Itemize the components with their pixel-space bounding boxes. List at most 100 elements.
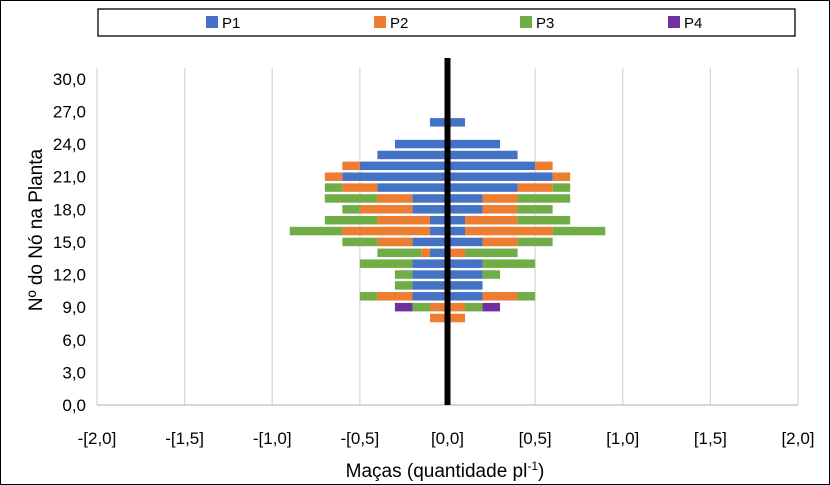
y-tick-label: 30,0 (53, 70, 86, 89)
bar-p4-right (482, 302, 501, 312)
bar-p3-left (342, 205, 360, 214)
bar-p3-left (359, 259, 413, 268)
bar-p1-right (447, 172, 553, 181)
legend-label-p3: P3 (536, 15, 554, 32)
y-tick-label: 0,0 (62, 396, 86, 415)
axes (97, 58, 798, 406)
bar-p2-left (421, 248, 430, 258)
bar-p4-left (394, 302, 413, 312)
bar-p1-left (429, 118, 448, 127)
axis-labels: -[2,0] -[1,5] -[1,0] -[0,5] [0,0] [0,5] [1,0] [… (26, 70, 815, 482)
legend: P1 P2 P3 P4 (97, 8, 796, 37)
bar-p1-left (412, 259, 448, 268)
bar-p1-left (394, 139, 448, 149)
bar-p3-left (394, 281, 413, 290)
bar-p3-left (359, 292, 378, 301)
bar-p2-left (429, 302, 448, 312)
bar-p2-right (535, 161, 553, 171)
bar-p2-left (324, 172, 343, 181)
bar-p2-left (377, 215, 430, 225)
x-tick-label: [1,0] (606, 429, 639, 448)
x-tick-label: -[1,5] (165, 429, 204, 448)
legend-swatch-p3 (520, 16, 532, 28)
x-tick-label: [1,5] (694, 429, 727, 448)
bar-p3-right (517, 205, 553, 214)
x-axis-title: Maças (quantidade pl-1) (346, 459, 545, 482)
bar-p1-right (447, 139, 501, 149)
y-tick-label: 27,0 (53, 102, 86, 121)
bar-p2-right (482, 205, 518, 214)
bar-p2-left (342, 183, 378, 192)
bar-p1-right (447, 226, 466, 236)
legend-label-p1: P1 (222, 15, 240, 32)
legend-swatch-p4 (668, 16, 680, 28)
bar-p1-right (447, 150, 518, 160)
bar-p1-right (447, 292, 483, 301)
y-tick-label: 6,0 (62, 331, 86, 350)
bar-p2-right (447, 313, 466, 323)
bar-p2-right (482, 292, 518, 301)
bar-p2-right (517, 183, 553, 192)
bar-p2-right (465, 226, 553, 236)
gridlines (96, 68, 799, 405)
bar-p3-right (517, 237, 553, 247)
y-tick-label: 18,0 (53, 200, 86, 219)
bar-p3-right (552, 183, 571, 192)
bar-p2-right (482, 194, 518, 203)
x-tick-label: [0,0] (431, 429, 464, 448)
bar-p3-left (289, 226, 343, 236)
legend-label-p4: P4 (684, 15, 702, 32)
bar-p2-left (342, 226, 430, 236)
bar-p1-left (412, 237, 448, 247)
bar-p3-left (342, 237, 378, 247)
y-tick-label: 21,0 (53, 168, 86, 187)
bar-p3-left (394, 270, 413, 279)
bar-p1-right (447, 215, 466, 225)
x-tick-label: [0,5] (519, 429, 552, 448)
bar-p2-right (447, 302, 466, 312)
bar-p3-left (412, 302, 430, 312)
bar-p3-right (517, 194, 571, 203)
y-tick-label: 12,0 (53, 266, 86, 285)
bar-p1-right (447, 194, 483, 203)
bar-p1-left (377, 183, 448, 192)
bar-p1-left (429, 226, 448, 236)
bar-p3-right (482, 259, 536, 268)
bar-p1-right (447, 205, 483, 214)
bar-p3-left (324, 194, 378, 203)
y-tick-label: 15,0 (53, 233, 86, 252)
bar-p2-left (377, 292, 413, 301)
bar-p2-right (552, 172, 571, 181)
x-tick-label: [2,0] (781, 429, 814, 448)
bar-p3-left (377, 248, 422, 258)
bar-p2-right (465, 215, 518, 225)
bars (289, 118, 606, 323)
bar-p2-left (342, 161, 360, 171)
bar-p1-right (447, 161, 536, 171)
legend-swatch-p2 (374, 16, 386, 28)
bar-p3-right (482, 270, 501, 279)
y-tick-label: 9,0 (62, 298, 86, 317)
bar-p1-left (429, 248, 448, 258)
bar-p2-left (359, 205, 413, 214)
bar-p1-left (412, 194, 448, 203)
legend-swatch-p1 (206, 16, 218, 28)
bar-p2-left (377, 194, 413, 203)
bar-p1-right (447, 118, 466, 127)
bar-p1-left (412, 205, 448, 214)
bar-p3-right (552, 226, 606, 236)
bar-p1-left (412, 281, 448, 290)
bar-p3-right (465, 248, 518, 258)
x-tick-label: -[2,0] (78, 429, 117, 448)
bar-p1-left (377, 150, 448, 160)
bar-p1-right (447, 259, 483, 268)
bar-p1-right (447, 237, 483, 247)
bar-p1-right (447, 270, 483, 279)
bar-p2-left (377, 237, 413, 247)
bar-p3-left (324, 215, 378, 225)
y-tick-label: 24,0 (53, 135, 86, 154)
legend-label-p2: P2 (390, 15, 408, 32)
bar-p3-right (517, 292, 536, 301)
bar-p1-left (412, 270, 448, 279)
